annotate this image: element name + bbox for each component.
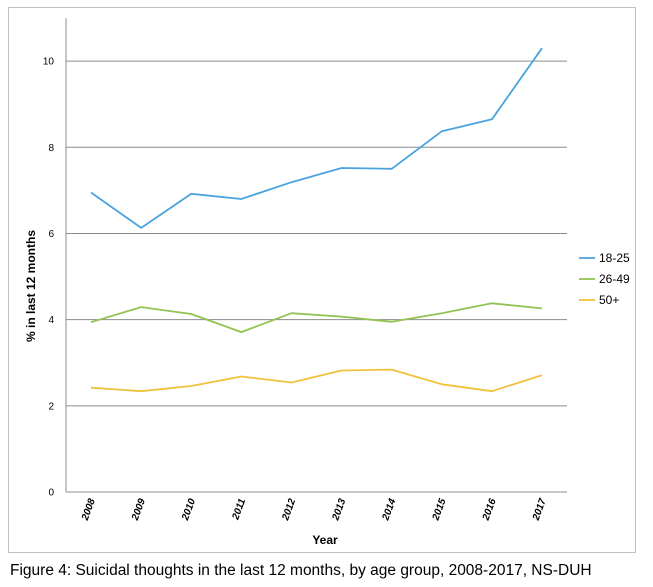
y-tick-label: 0 xyxy=(48,488,54,499)
x-tick-label: 2013 xyxy=(330,497,348,523)
x-tick-label: 2016 xyxy=(480,497,498,523)
axes: 0 2 4 6 8 10 2008 2009 2010 2011 2012 2013 2014 2015 2… xyxy=(43,18,567,523)
y-axis-title: % in last 12 months xyxy=(24,230,38,342)
y-tick-label: 10 xyxy=(43,57,55,68)
y-tick-label: 6 xyxy=(48,229,54,240)
series-line-50+ xyxy=(90,368,543,393)
legend: 18-25 26-49 50+ xyxy=(579,251,630,307)
legend-label: 50+ xyxy=(599,293,619,307)
gridlines xyxy=(66,60,567,407)
y-tick-label: 4 xyxy=(48,315,54,326)
legend-label: 26-49 xyxy=(599,272,630,286)
x-tick-label: 2009 xyxy=(130,497,148,523)
x-tick-label: 2011 xyxy=(230,497,248,522)
x-tick-label: 2012 xyxy=(280,497,298,523)
chart-frame: 0 2 4 6 8 10 2008 2009 2010 2011 2012 2013 2014 2015 2… xyxy=(8,7,636,553)
x-axis-title: Year xyxy=(312,533,338,547)
series-lines xyxy=(90,47,543,393)
x-tick-label: 2008 xyxy=(80,497,98,523)
y-tick-label: 2 xyxy=(48,401,54,412)
x-tick-label: 2014 xyxy=(380,497,398,523)
x-tick-label: 2017 xyxy=(530,497,548,523)
figure-caption: Figure 4: Suicidal thoughts in the last … xyxy=(10,562,592,579)
legend-label: 18-25 xyxy=(599,251,630,265)
y-tick-label: 8 xyxy=(48,143,54,154)
series-line-26-49 xyxy=(90,302,543,334)
series-line-18-25 xyxy=(90,47,543,229)
x-tick-label: 2015 xyxy=(430,497,448,523)
line-chart: 0 2 4 6 8 10 2008 2009 2010 2011 2012 2013 2014 2015 2… xyxy=(24,18,630,547)
x-tick-label: 2010 xyxy=(180,497,198,523)
